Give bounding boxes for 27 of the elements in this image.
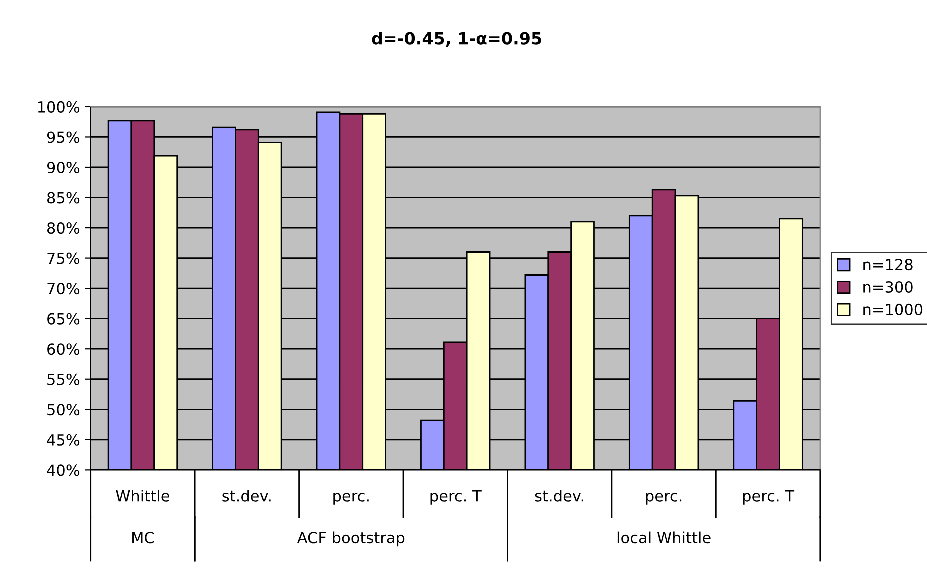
legend-label: n=128 [864,259,913,271]
y-tick-label: 40% [47,464,80,476]
y-tick-label: 100% [38,101,80,113]
legend-label: n=1000 [864,304,923,316]
x-tick-label: perc. T [743,490,795,505]
text: local Whittle [618,532,711,544]
y-tick-label: 50% [48,404,80,416]
y-tick-label: 55% [48,374,80,386]
y-tick-label: 75% [48,252,80,264]
text: MC [132,532,154,544]
y-tick-label: 90% [47,162,80,174]
y-tick-label: 95% [47,132,80,144]
y-tick-label: 80% [48,222,80,234]
y-tick-label: 45% [47,434,80,446]
x-tick-label: st.dev. [535,490,584,502]
x-tick-label: st.dev. [222,490,271,502]
x-tick-label: perc. [334,493,369,505]
text: ACF bootstrap [297,532,405,547]
y-tick-label: 70% [48,283,80,295]
chart-title: d=-0.45, 1-α=0.95 [372,32,542,48]
y-tick-label: 65% [48,313,80,325]
x-tick-label: perc. [646,493,682,505]
x-tick-label: Whittle [116,490,170,502]
legend-label: n=300 [864,281,913,294]
y-tick-label: 85% [48,192,80,204]
y-tick-label: 60% [48,344,80,356]
x-tick-label: perc. T [430,490,482,505]
